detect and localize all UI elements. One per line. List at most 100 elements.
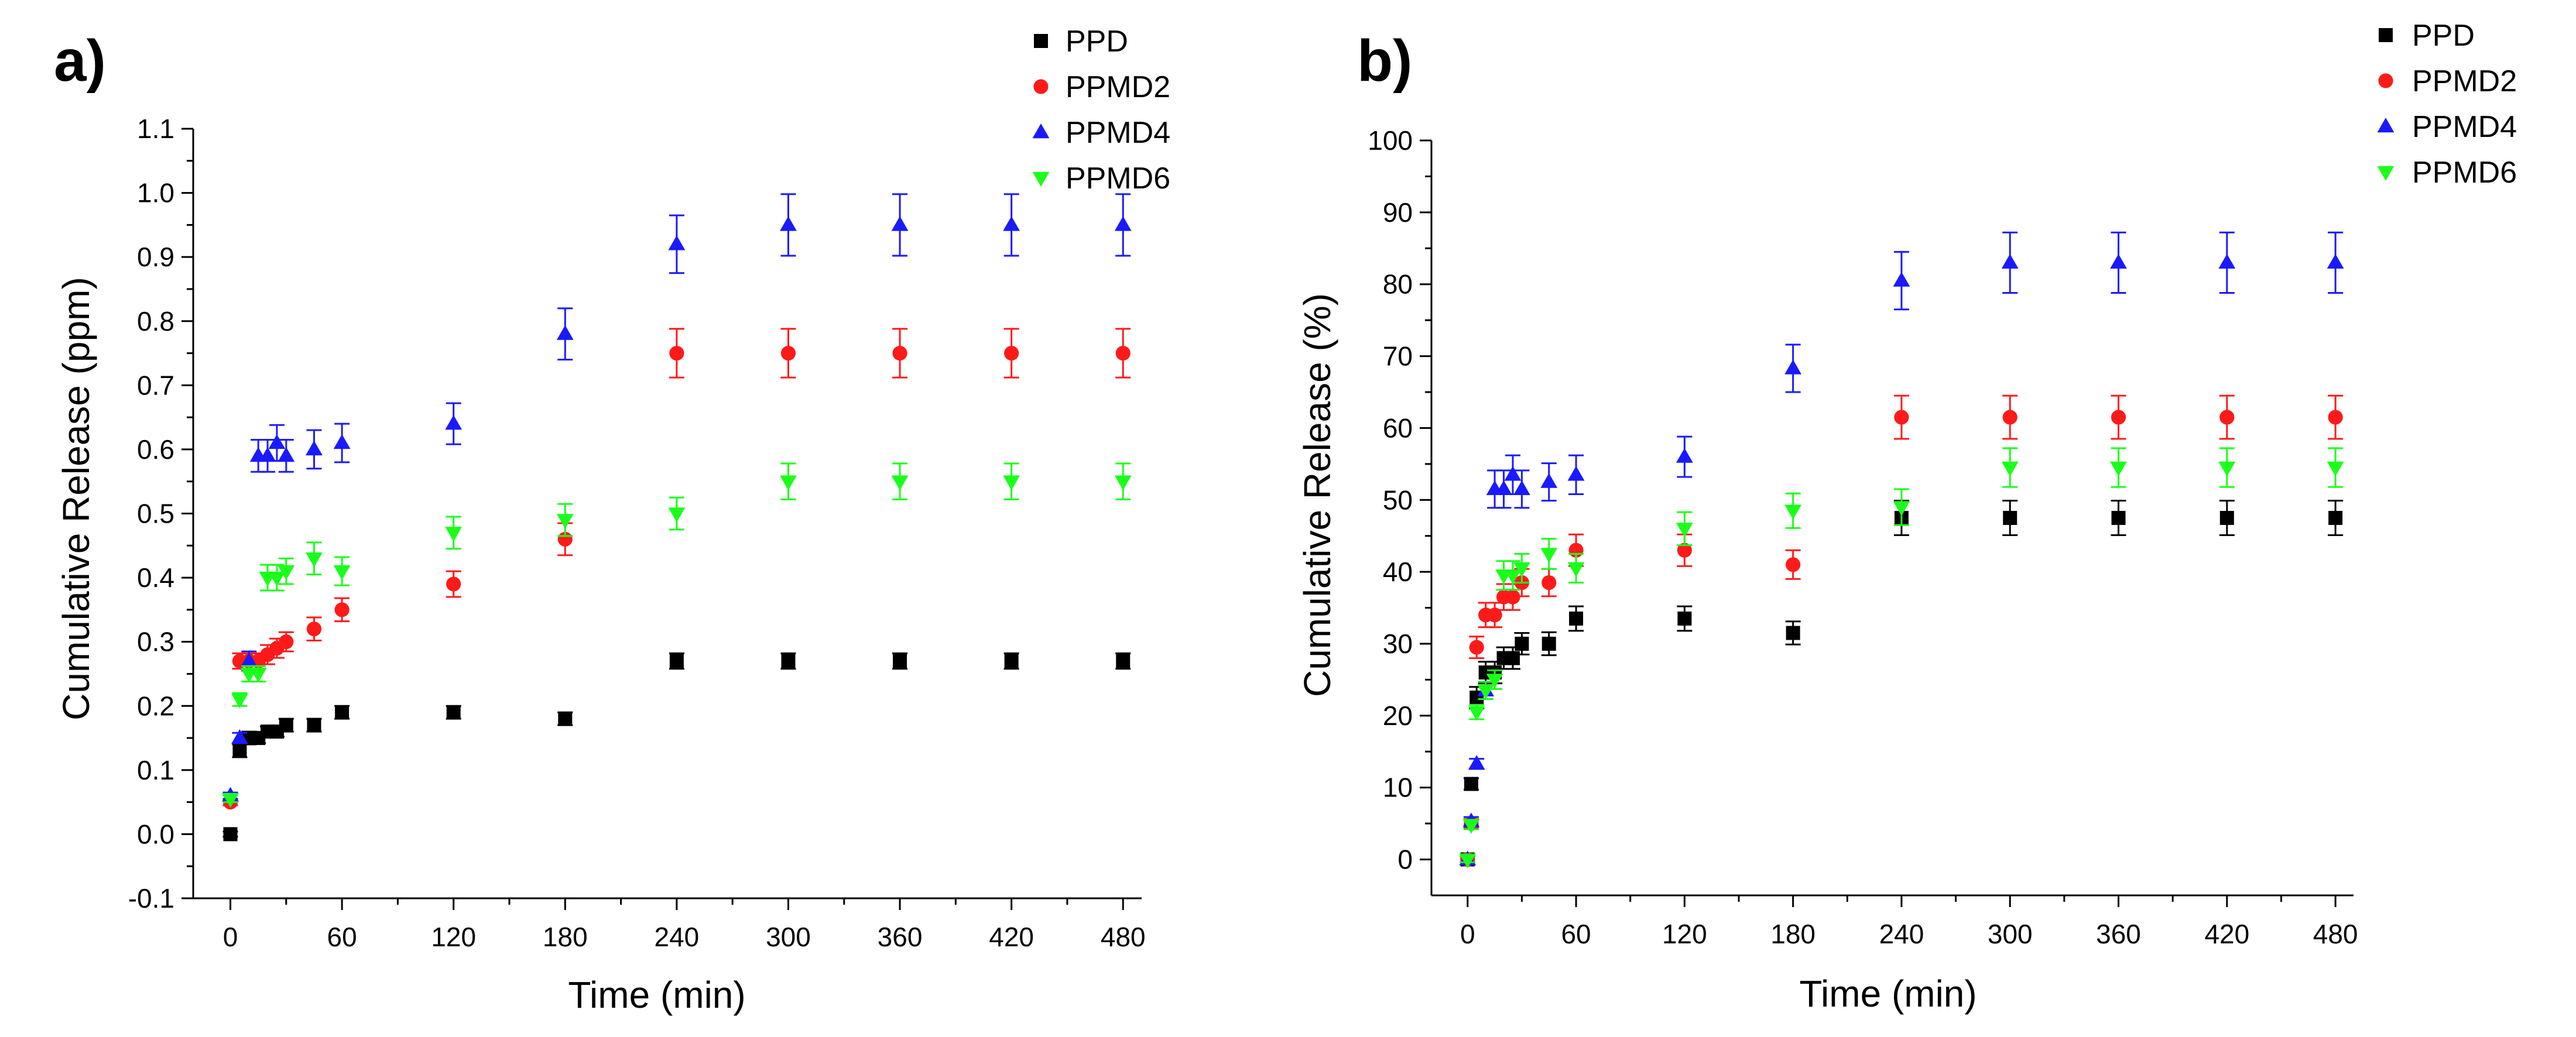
data-point: [1677, 542, 1692, 558]
legend-marker: [2377, 118, 2395, 133]
x-tick-label: 120: [1662, 919, 1707, 949]
x-tick-label: 60: [1561, 919, 1591, 949]
legend-item: PPMD4: [2377, 110, 2517, 144]
x-tick-label: 360: [2096, 919, 2141, 949]
legend-marker: [2379, 28, 2393, 42]
data-point: [1567, 562, 1585, 577]
legend-marker: [1033, 79, 1049, 94]
data-point: [279, 634, 294, 650]
y-tick-label: 0.3: [137, 627, 174, 657]
y-tick-label: 40: [1383, 557, 1413, 587]
data-point: [278, 565, 295, 581]
data-point: [780, 345, 796, 361]
legend-label: PPMD4: [1066, 116, 1170, 150]
x-tick-label: 120: [431, 922, 476, 952]
data-point: [2328, 511, 2343, 525]
legend-item: PPD: [2379, 19, 2475, 53]
data-point: [1893, 272, 1910, 287]
y-tick-label: 0.9: [137, 242, 174, 272]
data-point: [2111, 511, 2126, 525]
x-tick-label: 420: [989, 922, 1034, 952]
y-axis-title: Cumulative Release (%): [1296, 293, 1338, 697]
data-point: [1786, 557, 1801, 572]
x-tick-label: 300: [766, 922, 811, 952]
data-point: [231, 693, 248, 709]
data-point: [780, 216, 797, 231]
data-point: [278, 447, 295, 462]
data-point: [1487, 607, 1502, 623]
data-point: [558, 712, 573, 726]
y-tick-label: 50: [1383, 485, 1413, 515]
series-ppmd6: [222, 462, 1132, 808]
data-point: [1004, 345, 1019, 361]
legend-item: PPMD2: [2378, 64, 2517, 98]
data-point: [268, 571, 286, 587]
data-point: [1468, 706, 1485, 721]
y-tick-label: 0.7: [137, 370, 174, 400]
data-point: [306, 440, 323, 456]
x-tick-label: 180: [1770, 919, 1815, 949]
y-tick-label: 20: [1383, 701, 1413, 731]
data-point: [1540, 548, 1558, 563]
legend-marker: [1032, 123, 1050, 139]
data-point: [268, 434, 286, 449]
data-point: [2110, 253, 2127, 269]
x-tick-label: 0: [1460, 919, 1475, 949]
series-ppmd4: [222, 193, 1132, 802]
legend-item: PPMD2: [1033, 70, 1170, 104]
y-tick-label: 0.8: [137, 306, 174, 336]
data-point: [232, 743, 247, 758]
legend-label: PPD: [1066, 25, 1128, 59]
data-point: [249, 668, 267, 683]
data-point: [446, 705, 461, 720]
x-tick-label: 420: [2204, 919, 2249, 949]
data-point: [1505, 589, 1520, 605]
data-point: [1486, 674, 1503, 689]
data-point: [1567, 466, 1585, 481]
panel-a: a) Cumulative Release (ppm) Time (min) 0…: [54, 25, 1170, 1016]
data-point: [279, 718, 293, 733]
data-point: [668, 235, 686, 250]
y-tick-label: 0.2: [137, 691, 174, 721]
data-point: [1893, 501, 1910, 516]
data-point: [2001, 461, 2019, 476]
data-point: [1569, 612, 1584, 626]
y-tick-label: 0: [1397, 844, 1413, 875]
data-point: [2001, 253, 2019, 269]
legend-marker: [1034, 34, 1048, 48]
legend-label: PPMD2: [2412, 64, 2517, 98]
data-point: [1469, 640, 1484, 655]
data-point: [556, 325, 574, 340]
y-tick-label: 90: [1383, 197, 1413, 228]
data-point: [2327, 253, 2344, 269]
data-point: [1459, 853, 1477, 868]
legend-label: PPMD4: [2412, 110, 2517, 144]
legend-item: PPMD6: [1032, 162, 1170, 195]
data-point: [1464, 777, 1478, 791]
data-point: [668, 507, 686, 523]
data-point: [1542, 575, 1557, 590]
data-point: [556, 514, 574, 529]
y-tick-label: 0.4: [137, 562, 174, 593]
data-point: [335, 705, 350, 720]
data-point: [333, 565, 351, 581]
data-point: [1114, 475, 1132, 490]
data-point: [1003, 216, 1020, 231]
y-tick-label: 30: [1383, 629, 1413, 659]
y-tick-label: 80: [1383, 269, 1413, 300]
data-point: [1676, 523, 1693, 538]
data-point: [1515, 637, 1529, 651]
y-axis-title: Cumulative Release (ppm): [55, 277, 97, 720]
x-tick-label: 240: [655, 922, 700, 952]
y-tick-label: 0.1: [137, 755, 174, 785]
legend-marker: [1032, 171, 1050, 187]
x-tick-label: 480: [2313, 919, 2358, 949]
data-point: [2110, 461, 2127, 476]
series-ppd: [1460, 500, 2344, 867]
data-point: [1468, 755, 1485, 770]
data-point: [2218, 461, 2236, 476]
data-point: [333, 434, 351, 449]
series-ppmd2: [1460, 394, 2344, 867]
x-tick-label: 480: [1101, 922, 1146, 952]
x-axis-title: Time (min): [1799, 973, 1976, 1015]
